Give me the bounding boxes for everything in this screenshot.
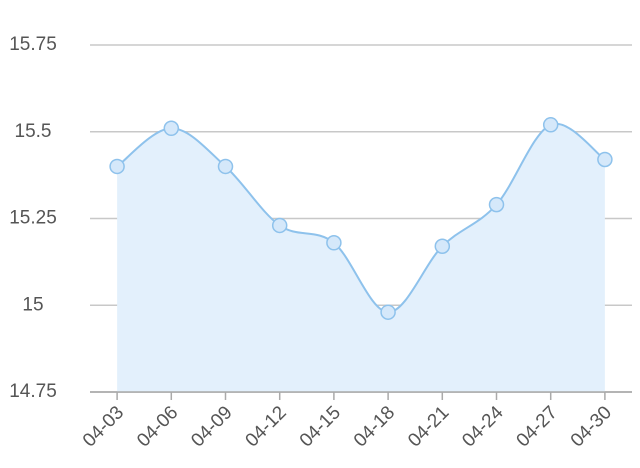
x-tick-label: 04-03: [79, 402, 128, 451]
point: [597, 151, 613, 168]
x-tick-label: 04-24: [458, 402, 508, 452]
line: [116, 122, 606, 314]
point: [488, 196, 505, 213]
x-tick-label: 04-18: [350, 402, 399, 451]
y-tick-label: 15.75: [9, 34, 57, 55]
point: [434, 238, 451, 255]
x-tick-label: 04-30: [567, 402, 616, 451]
x-tick-label: 04-12: [242, 402, 291, 451]
point: [542, 117, 559, 133]
point: [271, 217, 288, 234]
y-tick-label: 15.25: [9, 208, 57, 229]
x-tick-label: 04-09: [187, 402, 236, 451]
point: [217, 158, 234, 175]
y-tick-label: 15: [22, 294, 43, 315]
x-tick-label: 04-15: [296, 402, 345, 451]
point: [326, 235, 342, 251]
area: [117, 123, 605, 392]
y-tick-label: 14.75: [9, 381, 57, 402]
y-tick-label: 15.5: [15, 121, 52, 142]
x-tick-label: 04-27: [513, 402, 562, 451]
point: [109, 158, 125, 175]
point: [163, 120, 180, 137]
x-tick-label: 04-21: [404, 402, 453, 451]
point: [380, 304, 396, 320]
x-tick-label: 04-06: [133, 402, 182, 451]
